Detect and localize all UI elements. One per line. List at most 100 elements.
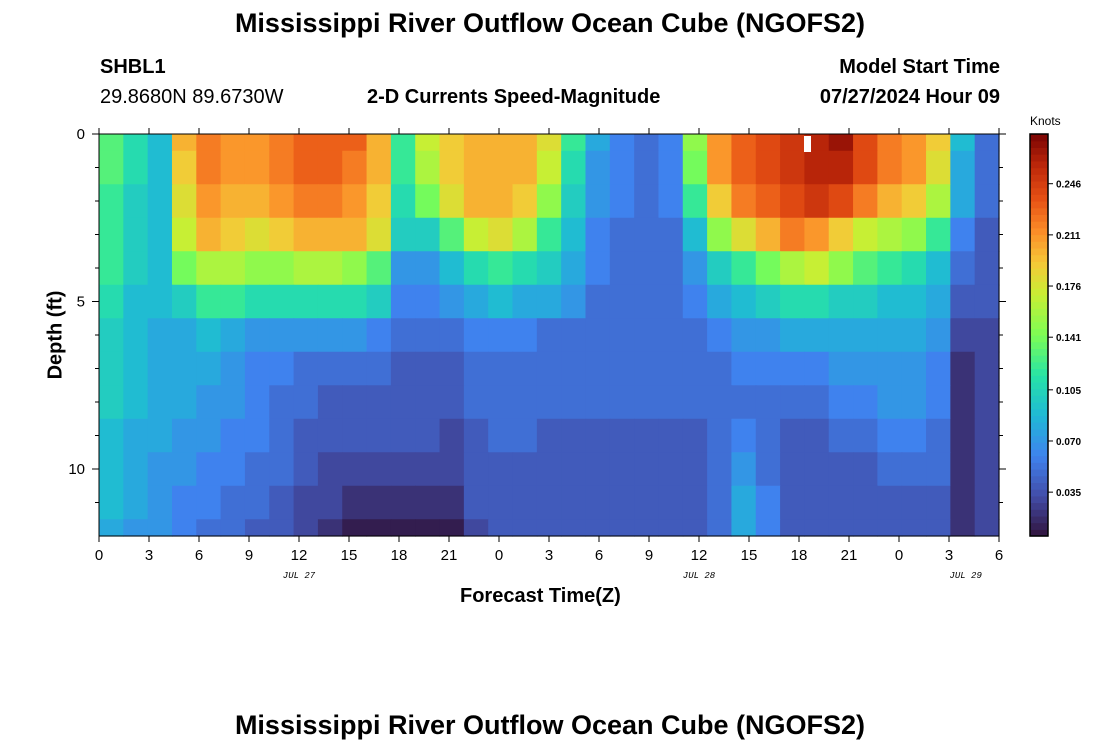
- heatmap-cell: [536, 485, 562, 520]
- heatmap-cell: [293, 184, 319, 219]
- heatmap-cell: [658, 519, 684, 537]
- heatmap-cell: [244, 217, 270, 252]
- colorbar-segment: [1030, 147, 1048, 155]
- heatmap-cell: [926, 318, 951, 353]
- heatmap-cell: [585, 184, 611, 219]
- colorbar-segment: [1030, 134, 1048, 142]
- heatmap-cell: [755, 351, 781, 386]
- heatmap-cell: [755, 284, 781, 319]
- heatmap-cell: [974, 150, 1000, 185]
- heatmap-cell: [512, 351, 538, 386]
- footer-title: Mississippi River Outflow Ocean Cube (NG…: [234, 710, 866, 740]
- heatmap-cell: [366, 184, 392, 219]
- heatmap-cell: [658, 452, 684, 487]
- heatmap-cell: [804, 284, 830, 319]
- heatmap-cell: [269, 452, 295, 487]
- heatmap-cell: [828, 284, 854, 319]
- data-gap-marker: [804, 136, 811, 152]
- heatmap-cell: [171, 318, 197, 353]
- heatmap-cell: [828, 318, 854, 353]
- heatmap-cell: [269, 184, 295, 219]
- heatmap-cell: [317, 150, 343, 185]
- heatmap-cell: [171, 418, 197, 453]
- heatmap-cell: [585, 217, 611, 252]
- heatmap-cell: [269, 150, 295, 185]
- heatmap-cell: [974, 134, 1000, 152]
- heatmap-cell: [828, 418, 854, 453]
- heatmap-cell: [415, 284, 441, 319]
- heatmap-cell: [293, 284, 319, 319]
- chart-title: Mississippi River Outflow Ocean Cube (NG…: [234, 8, 866, 38]
- heatmap-cell: [269, 134, 295, 152]
- heatmap-cell: [877, 184, 903, 219]
- colorbar-segment: [1030, 368, 1048, 376]
- heatmap-cell: [658, 150, 684, 185]
- heatmap-cell: [390, 134, 416, 152]
- colorbar-segment: [1030, 361, 1048, 370]
- heatmap-cell: [828, 134, 854, 152]
- heatmap-cell: [147, 251, 173, 286]
- x-tick-label: 9: [245, 547, 253, 564]
- heatmap-cell: [196, 251, 222, 286]
- y-tick-label: 0: [77, 126, 85, 143]
- heatmap-cell: [901, 385, 927, 420]
- heatmap-cell: [634, 251, 660, 286]
- heatmap-cell: [488, 385, 514, 420]
- heatmap-cell: [536, 217, 562, 252]
- heatmap-cell: [293, 150, 319, 185]
- heatmap-cell: [366, 351, 392, 386]
- heatmap-cell: [634, 519, 660, 537]
- heatmap-cell: [342, 134, 368, 152]
- heatmap-cell: [707, 385, 733, 420]
- heatmap-cell: [755, 251, 781, 286]
- colorbar-tick-label: 0.035: [1056, 488, 1081, 499]
- heatmap-cell: [609, 217, 635, 252]
- heatmap-cell: [950, 318, 976, 353]
- heatmap-cell: [147, 385, 173, 420]
- heatmap-cell: [609, 284, 635, 319]
- heatmap-cell: [342, 251, 368, 286]
- heatmap-cell: [780, 251, 805, 286]
- colorbar-segment: [1030, 167, 1048, 175]
- heatmap-cell: [317, 184, 343, 219]
- heatmap-cell: [804, 452, 830, 487]
- heatmap-cell: [901, 485, 927, 520]
- colorbar-segment: [1030, 201, 1048, 209]
- heatmap-cell: [123, 134, 149, 152]
- heatmap-cell: [901, 217, 927, 252]
- heatmap-cell: [439, 385, 465, 420]
- heatmap-cell: [634, 351, 660, 386]
- heatmap-cell: [926, 418, 951, 453]
- heatmap-cell: [123, 318, 149, 353]
- heatmap-cell: [512, 385, 538, 420]
- heatmap-cell: [731, 418, 757, 453]
- heatmap-cell: [147, 217, 173, 252]
- heatmap-cell: [926, 452, 951, 487]
- heatmap-cell: [415, 184, 441, 219]
- heatmap-cell: [707, 150, 733, 185]
- heatmap-cell: [293, 134, 319, 152]
- colorbar-segment: [1030, 180, 1048, 189]
- heatmap-cell: [366, 284, 392, 319]
- heatmap-cell: [974, 251, 1000, 286]
- heatmap-cell: [512, 284, 538, 319]
- heatmap-cell: [707, 351, 733, 386]
- colorbar-segment: [1030, 140, 1048, 148]
- heatmap-cell: [512, 318, 538, 353]
- colorbar-tick-label: 0.105: [1056, 386, 1081, 397]
- heatmap-cell: [439, 150, 465, 185]
- heatmap-cell: [512, 418, 538, 453]
- heatmap-cell: [439, 519, 465, 537]
- heatmap-cell: [804, 418, 830, 453]
- heatmap-cell: [123, 351, 149, 386]
- colorbar-segment: [1030, 489, 1048, 497]
- heatmap-cell: [147, 284, 173, 319]
- heatmap-cell: [634, 217, 660, 252]
- heatmap-cell: [585, 452, 611, 487]
- heatmap-cell: [901, 318, 927, 353]
- heatmap-cell: [463, 485, 489, 520]
- heatmap-cell: [415, 217, 441, 252]
- heatmap-cell: [950, 284, 976, 319]
- heatmap-cell: [707, 418, 733, 453]
- heatmap-cell: [244, 184, 270, 219]
